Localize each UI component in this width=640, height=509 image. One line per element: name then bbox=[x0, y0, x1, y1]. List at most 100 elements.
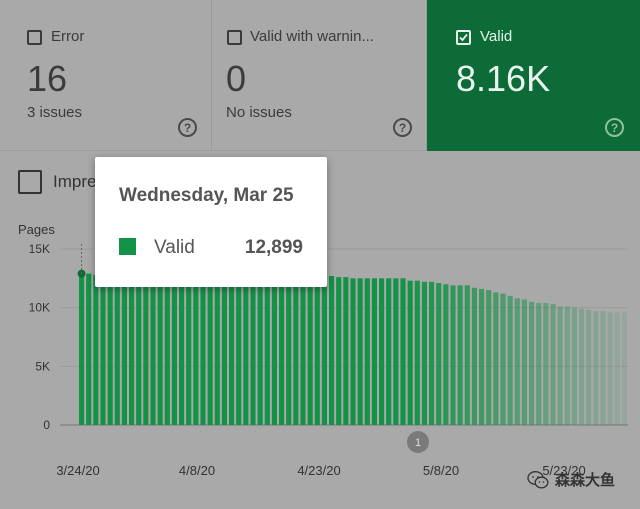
chart-bar[interactable] bbox=[507, 295, 513, 425]
chart-bar[interactable] bbox=[493, 292, 499, 425]
chart-bar[interactable] bbox=[329, 275, 335, 425]
chart-bar[interactable] bbox=[186, 274, 192, 425]
chart-bar[interactable] bbox=[571, 307, 577, 425]
chart-bar[interactable] bbox=[443, 284, 449, 425]
chart-bar[interactable] bbox=[150, 274, 156, 425]
chart-bar[interactable] bbox=[114, 274, 120, 425]
chart-bar[interactable] bbox=[514, 298, 520, 425]
chart-bar[interactable] bbox=[450, 285, 456, 425]
chart-bar[interactable] bbox=[536, 302, 542, 425]
chart-bar[interactable] bbox=[321, 275, 327, 425]
chart-bar[interactable] bbox=[214, 274, 220, 425]
warning-issues: No issues bbox=[226, 104, 292, 121]
chart-bar[interactable] bbox=[600, 311, 606, 425]
chart-bar[interactable] bbox=[93, 274, 99, 425]
chart-bar[interactable] bbox=[607, 312, 613, 425]
x-tick-label: 3/24/20 bbox=[56, 463, 99, 478]
chart-bar[interactable] bbox=[529, 301, 535, 425]
chart-bar[interactable] bbox=[414, 280, 420, 425]
annotation-marker-label: 1 bbox=[415, 437, 421, 449]
annotation-marker[interactable]: 1 bbox=[407, 431, 429, 453]
error-card[interactable]: Error 16 3 issues ? bbox=[0, 0, 212, 151]
chart-bar[interactable] bbox=[343, 277, 349, 425]
chart-bar[interactable] bbox=[464, 285, 470, 425]
chart-bar[interactable] bbox=[200, 274, 206, 425]
chart-bar[interactable] bbox=[171, 274, 177, 425]
help-icon[interactable]: ? bbox=[605, 118, 624, 137]
chart-bar[interactable] bbox=[257, 274, 263, 425]
chart-bar[interactable] bbox=[357, 278, 363, 425]
chart-bar[interactable] bbox=[586, 310, 592, 425]
chart-bar[interactable] bbox=[314, 273, 320, 425]
chart-bar[interactable] bbox=[300, 274, 306, 425]
chart-bar[interactable] bbox=[307, 274, 313, 425]
chart-bar[interactable] bbox=[207, 274, 213, 425]
chart-bar[interactable] bbox=[436, 283, 442, 425]
pages-chart: 0 5K 10K 15K 3/24/20 4/8/20 4/23/20 5/8/20 5/23… bbox=[18, 222, 628, 478]
chart-bar[interactable] bbox=[179, 274, 185, 425]
chart-bar[interactable] bbox=[229, 274, 235, 425]
chart-bar[interactable] bbox=[386, 278, 392, 425]
chart-bar[interactable] bbox=[471, 287, 477, 425]
chart-bar[interactable] bbox=[243, 274, 249, 425]
chart-bar[interactable] bbox=[107, 274, 113, 425]
x-tick-label: 5/23/20 bbox=[542, 463, 585, 478]
chart-bar[interactable] bbox=[364, 278, 370, 425]
warning-card-label: Valid with warnin... bbox=[250, 28, 374, 45]
chart-bar[interactable] bbox=[564, 306, 570, 425]
chart-bar[interactable] bbox=[593, 311, 599, 425]
chart-bar[interactable] bbox=[400, 278, 406, 425]
chart-bar[interactable] bbox=[350, 278, 356, 425]
chart-bar[interactable] bbox=[579, 308, 585, 425]
chart-bar[interactable] bbox=[121, 274, 127, 425]
chart-bar[interactable] bbox=[557, 306, 563, 425]
chart-bar[interactable] bbox=[336, 277, 342, 425]
valid-checkbox[interactable] bbox=[456, 30, 471, 45]
chart-bar[interactable] bbox=[614, 312, 620, 425]
y-axis-label: Pages bbox=[18, 222, 55, 237]
chart-bar[interactable] bbox=[379, 278, 385, 425]
chart-bar[interactable] bbox=[271, 274, 277, 425]
chart-bar[interactable] bbox=[100, 274, 106, 425]
chart-bar[interactable] bbox=[136, 274, 142, 425]
tooltip-series: Valid bbox=[154, 237, 195, 258]
chart-bar[interactable] bbox=[621, 312, 627, 425]
chart-bar[interactable] bbox=[193, 274, 199, 425]
chart-bar[interactable] bbox=[264, 274, 270, 425]
chart-bar[interactable] bbox=[393, 278, 399, 425]
status-cards: Error 16 3 issues ? Valid with warnin...… bbox=[0, 0, 640, 151]
chart-bar[interactable] bbox=[286, 274, 292, 425]
error-checkbox[interactable] bbox=[27, 30, 42, 45]
valid-card[interactable]: Valid 8.16K ? bbox=[427, 0, 640, 151]
chart-bar[interactable] bbox=[79, 273, 85, 425]
watermark: 森森大鱼 bbox=[527, 469, 615, 490]
chart-bar[interactable] bbox=[429, 281, 435, 425]
chart-bar[interactable] bbox=[486, 290, 492, 425]
chart-bar[interactable] bbox=[86, 273, 92, 425]
chart-bar[interactable] bbox=[421, 281, 427, 425]
chart-bar[interactable] bbox=[543, 302, 549, 425]
chart-bar[interactable] bbox=[407, 280, 413, 425]
help-icon[interactable]: ? bbox=[178, 118, 197, 137]
chart-bar[interactable] bbox=[129, 274, 135, 425]
chart-bar[interactable] bbox=[371, 278, 377, 425]
chart-bar[interactable] bbox=[143, 274, 149, 425]
warning-checkbox[interactable] bbox=[227, 30, 242, 45]
chart-bar[interactable] bbox=[293, 274, 299, 425]
impressions-checkbox[interactable] bbox=[18, 170, 42, 194]
chart-bar[interactable] bbox=[157, 274, 163, 425]
chart-bar[interactable] bbox=[250, 274, 256, 425]
chart-bar[interactable] bbox=[500, 293, 506, 425]
help-icon[interactable]: ? bbox=[393, 118, 412, 137]
y-tick-label: 15K bbox=[29, 242, 50, 256]
chart-bar[interactable] bbox=[521, 299, 527, 425]
chart-bar[interactable] bbox=[479, 288, 485, 425]
warning-card[interactable]: Valid with warnin... 0 No issues ? bbox=[212, 0, 427, 151]
chart-bar[interactable] bbox=[279, 274, 285, 425]
chart-bar[interactable] bbox=[550, 304, 556, 425]
chart-bar[interactable] bbox=[164, 274, 170, 425]
chart-bar[interactable] bbox=[457, 285, 463, 425]
chart-bar[interactable] bbox=[221, 274, 227, 425]
chart-bar[interactable] bbox=[236, 274, 242, 425]
x-tick-label: 5/8/20 bbox=[423, 463, 459, 478]
